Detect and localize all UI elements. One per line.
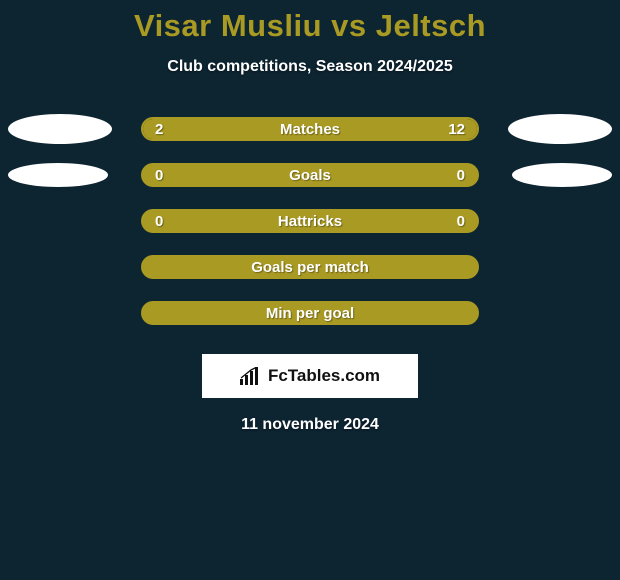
page-title: Visar Musliu vs Jeltsch xyxy=(0,0,620,44)
stat-value-right: 0 xyxy=(457,167,465,184)
stat-bar: 2 Matches 12 xyxy=(141,117,479,141)
stat-bar: 0 Hattricks 0 xyxy=(141,209,479,233)
stat-row: 0 Hattricks 0 xyxy=(0,208,620,234)
stat-bar: Goals per match xyxy=(141,255,479,279)
stat-bar: 0 Goals 0 xyxy=(141,163,479,187)
subtitle: Club competitions, Season 2024/2025 xyxy=(0,58,620,76)
player-right-avatar xyxy=(508,114,612,144)
brand-text: FcTables.com xyxy=(268,366,380,386)
team-left-logo xyxy=(8,163,108,187)
stat-label: Goals per match xyxy=(143,259,477,276)
brand-inner: FcTables.com xyxy=(240,366,380,386)
stat-label: Min per goal xyxy=(143,305,477,322)
date-text: 11 november 2024 xyxy=(0,416,620,434)
stat-value-right: 12 xyxy=(448,121,465,138)
brand-chart-icon xyxy=(240,367,262,385)
player-left-avatar xyxy=(8,114,112,144)
stat-rows: 2 Matches 12 0 Goals 0 0 Ha xyxy=(0,116,620,346)
stat-label: Matches xyxy=(143,121,477,138)
stat-row: Goals per match xyxy=(0,254,620,280)
stat-label: Hattricks xyxy=(143,213,477,230)
stat-value-right: 0 xyxy=(457,213,465,230)
stat-label: Goals xyxy=(143,167,477,184)
stat-row: 0 Goals 0 xyxy=(0,162,620,188)
stat-row: Min per goal xyxy=(0,300,620,326)
brand-box: FcTables.com xyxy=(202,354,418,398)
stat-bar: Min per goal xyxy=(141,301,479,325)
stats-comparison-card: Visar Musliu vs Jeltsch Club competition… xyxy=(0,0,620,580)
team-right-logo xyxy=(512,163,612,187)
stat-row: 2 Matches 12 xyxy=(0,116,620,142)
